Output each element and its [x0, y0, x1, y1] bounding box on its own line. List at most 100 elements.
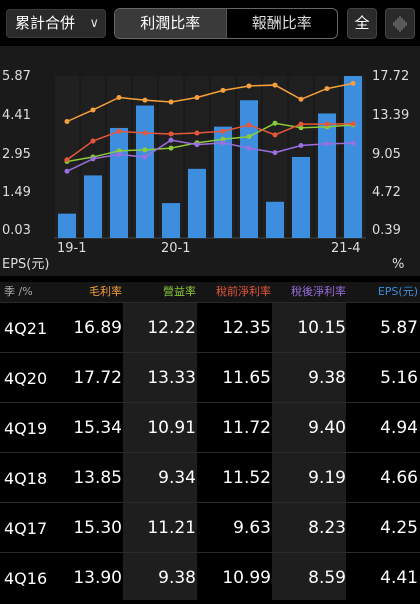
- table-header: 季 /% 毛利率 營益率 稅前淨利率 稅後淨利率 EPS(元): [0, 282, 420, 302]
- header-pretax-margin[interactable]: 稅前淨利率: [216, 285, 271, 298]
- table-cell: 15.30: [73, 518, 122, 538]
- left-tick-label: 4.41: [2, 108, 31, 123]
- ratio-point: [168, 145, 174, 151]
- right-axis-label: %: [392, 257, 404, 272]
- table-cell: 8.23: [308, 518, 346, 538]
- ratio-point: [350, 121, 356, 127]
- ratio-point: [142, 154, 148, 160]
- quarter-label: 4Q18: [4, 469, 48, 488]
- ratio-point: [220, 140, 226, 146]
- right-tick-label: 17.72: [372, 69, 409, 84]
- eps-bar[interactable]: [162, 203, 180, 238]
- table-cell: 10.91: [147, 418, 196, 438]
- left-axis-label: EPS(元): [2, 257, 49, 272]
- eps-bar[interactable]: [110, 127, 128, 238]
- ratio-line: [66, 139, 354, 172]
- toolbar: 累計合併 ∨ 利潤比率 報酬比率 全: [0, 0, 420, 46]
- quarter-label: 4Q20: [4, 369, 48, 388]
- x-tick-label: 20-1: [161, 241, 191, 256]
- table-cell: 10.15: [297, 318, 346, 338]
- quarter-label: 4Q21: [4, 319, 48, 338]
- period-dropdown[interactable]: 累計合併 ∨: [6, 9, 106, 38]
- ratio-point: [142, 97, 148, 103]
- tab-profit-ratio[interactable]: 利潤比率: [115, 9, 227, 38]
- ratio-point: [246, 122, 252, 128]
- table-cell: 11.52: [222, 468, 271, 488]
- eps-bar[interactable]: [344, 76, 362, 238]
- left-tick-label: 2.95: [2, 147, 31, 162]
- table-cell: 13.90: [73, 568, 122, 588]
- eps-bar[interactable]: [84, 175, 102, 238]
- right-tick-label: 4.72: [372, 185, 401, 200]
- table-cell: 13.33: [147, 368, 196, 388]
- ratio-table: 季 /% 毛利率 營益率 稅前淨利率 稅後淨利率 EPS(元) 4Q21 16.8…: [0, 282, 420, 600]
- ratio-point: [246, 145, 252, 151]
- ratio-point: [90, 107, 96, 113]
- ratio-point: [246, 134, 252, 140]
- table-cell: 4.66: [380, 468, 418, 488]
- table-cell: 5.16: [380, 368, 418, 388]
- ratio-point: [116, 95, 122, 101]
- left-tick-label: 0.03: [2, 223, 31, 238]
- table-cell: 9.34: [158, 468, 196, 488]
- eps-bar[interactable]: [318, 113, 336, 238]
- column-shade: [123, 302, 197, 600]
- header-net-margin[interactable]: 稅後淨利率: [291, 285, 346, 298]
- header-eps[interactable]: EPS(元): [377, 285, 418, 298]
- ratio-point: [194, 142, 200, 148]
- table-row[interactable]: 4Q16 13.90 9.38 10.99 8.59 4.41: [0, 552, 420, 604]
- ratio-point: [64, 168, 70, 174]
- table-cell: 12.35: [222, 318, 271, 338]
- tab-return-ratio[interactable]: 報酬比率: [251, 14, 312, 32]
- table-row[interactable]: 4Q19 15.34 10.91 11.72 9.40 4.94: [0, 402, 420, 454]
- ratio-tab-group: 利潤比率 報酬比率: [114, 8, 338, 39]
- column-shade: [272, 302, 346, 600]
- eps-bar[interactable]: [240, 100, 258, 238]
- ratio-point: [220, 128, 226, 134]
- eps-bar[interactable]: [214, 126, 232, 238]
- profit-ratio-chart: 5.87 4.41 2.95 1.49 0.03 17.72 13.39 9.05 4.72 0…: [0, 46, 420, 276]
- table-cell: 4.94: [380, 418, 418, 438]
- table-row[interactable]: 4Q18 13.85 9.34 11.52 9.19 4.66: [0, 452, 420, 504]
- left-tick-label: 1.49: [2, 185, 31, 200]
- left-tick-label: 5.87: [2, 69, 31, 84]
- ratio-point: [220, 136, 226, 142]
- eps-bar[interactable]: [136, 105, 154, 239]
- bar-lines-button[interactable]: [385, 8, 415, 39]
- eps-bar[interactable]: [188, 168, 206, 238]
- table-cell: 9.40: [308, 418, 346, 438]
- ratio-point: [142, 130, 148, 136]
- ratio-point: [64, 118, 70, 124]
- table-cell: 9.38: [308, 368, 346, 388]
- eps-bar[interactable]: [58, 213, 76, 238]
- ratio-point: [90, 138, 96, 144]
- header-gross-margin[interactable]: 毛利率: [89, 285, 122, 298]
- table-cell: 16.89: [73, 318, 122, 338]
- table-cell: 13.85: [73, 468, 122, 488]
- ratio-point: [272, 132, 278, 138]
- x-tick-label: 19-1: [57, 241, 87, 256]
- bar-lines-icon: [393, 16, 407, 32]
- header-operating-margin[interactable]: 營益率: [163, 285, 196, 298]
- table-cell: 4.25: [380, 518, 418, 538]
- ratio-point: [298, 121, 304, 127]
- period-dropdown-label: 累計合併: [15, 14, 76, 32]
- table-row[interactable]: 4Q17 15.30 11.21 9.63 8.23 4.25: [0, 502, 420, 554]
- table-row[interactable]: 4Q21 16.89 12.22 12.35 10.15 5.87: [0, 302, 420, 354]
- eps-bar[interactable]: [292, 156, 310, 238]
- table-row[interactable]: 4Q20 17.72 13.33 11.65 9.38 5.16: [0, 352, 420, 404]
- ratio-point: [168, 137, 174, 143]
- ratio-point: [116, 148, 122, 154]
- ratio-point: [324, 86, 330, 92]
- eps-bar[interactable]: [266, 201, 284, 238]
- ratio-point: [272, 150, 278, 156]
- all-button[interactable]: 全: [347, 8, 377, 39]
- ratio-point: [272, 120, 278, 126]
- ratio-point: [194, 130, 200, 136]
- table-cell: 12.22: [147, 318, 196, 338]
- ratio-point: [324, 141, 330, 147]
- table-cell: 11.72: [222, 418, 271, 438]
- ratio-point: [246, 83, 252, 89]
- ratio-point: [64, 157, 70, 163]
- ratio-point: [350, 140, 356, 146]
